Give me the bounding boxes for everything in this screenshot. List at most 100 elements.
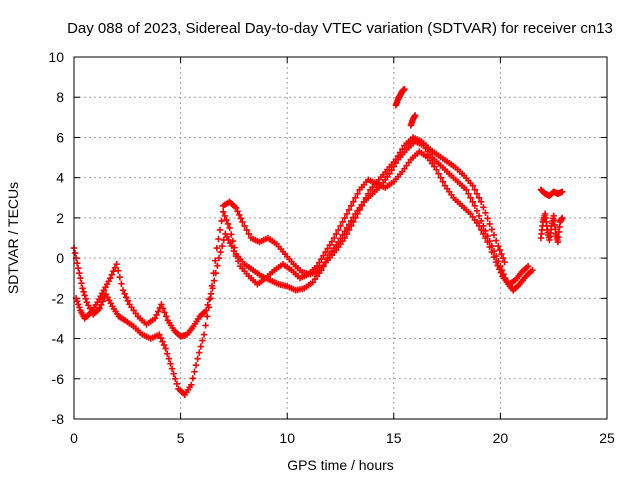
data-point (496, 265, 503, 273)
data-point (204, 313, 211, 320)
data-point (524, 262, 532, 270)
data-point (228, 242, 235, 250)
data-point (167, 360, 174, 367)
data-point (352, 194, 359, 201)
data-point (465, 190, 472, 197)
data-point (189, 375, 197, 382)
data-point (151, 315, 159, 322)
data-point (337, 222, 344, 230)
data-point (347, 202, 355, 210)
data-point (499, 254, 507, 262)
data-point (202, 307, 210, 314)
y-tick-label: -6 (52, 371, 65, 387)
data-point (480, 230, 487, 238)
data-point (202, 322, 209, 329)
data-point (170, 370, 177, 377)
data-point (210, 277, 218, 284)
data-point (221, 212, 229, 220)
data-point (482, 234, 489, 242)
data-point (75, 301, 82, 308)
data-point (223, 216, 230, 224)
data-point (320, 252, 327, 259)
data-point (115, 267, 122, 274)
data-point (467, 194, 474, 201)
data-point (475, 222, 483, 230)
data-point (73, 259, 81, 267)
data-point (401, 85, 408, 93)
data-point (473, 190, 481, 197)
data-point (356, 206, 363, 214)
data-point (347, 222, 355, 230)
data-point (497, 269, 505, 276)
data-point (73, 298, 81, 305)
data-point (156, 331, 163, 338)
data-point (324, 245, 331, 252)
x-tick-label: 20 (493, 430, 509, 446)
data-point (463, 186, 470, 193)
data-point (501, 258, 508, 266)
data-point (494, 262, 501, 269)
data-point (212, 269, 219, 277)
data-point (495, 242, 502, 250)
x-tick-label: 25 (599, 430, 615, 446)
data-point (350, 218, 357, 226)
data-point (192, 362, 200, 369)
data-point (529, 266, 536, 274)
data-point (200, 331, 208, 338)
data-point (165, 355, 173, 362)
data-point (318, 255, 325, 263)
data-point (365, 190, 372, 197)
data-point (124, 297, 132, 305)
x-tick-label: 15 (386, 430, 402, 446)
data-point (490, 231, 498, 239)
data-point (239, 218, 246, 226)
data-point (486, 243, 493, 251)
data-point (484, 238, 491, 246)
data-point (157, 334, 165, 342)
data-point (230, 247, 238, 255)
data-point (234, 257, 242, 265)
data-point (354, 210, 361, 218)
y-axis-label: SDTVAR / TECUs (5, 182, 21, 294)
data-point (484, 215, 491, 222)
data-point (490, 253, 498, 261)
data-point (471, 186, 479, 193)
data-point (228, 231, 235, 238)
data-point (173, 380, 181, 388)
data-point (159, 305, 167, 312)
data-point (209, 285, 216, 292)
data-point (116, 274, 124, 281)
data-point (107, 275, 114, 282)
data-point (352, 214, 359, 222)
data-point (345, 206, 353, 214)
data-point (123, 294, 130, 301)
data-point (243, 226, 250, 234)
data-point (394, 152, 402, 160)
data-point (108, 271, 116, 278)
data-point (439, 178, 447, 185)
data-point (345, 226, 353, 234)
data-point (82, 295, 89, 303)
data-point (437, 174, 444, 181)
x-tick-label: 5 (177, 430, 185, 446)
data-point (206, 296, 213, 303)
series-track-g (537, 210, 566, 246)
data-point (77, 275, 84, 282)
data-point (559, 214, 566, 222)
series-track-d (392, 85, 408, 109)
y-tick-label: 6 (56, 129, 64, 145)
data-point (245, 230, 253, 238)
data-point (488, 226, 496, 233)
grid-lines (74, 57, 607, 419)
y-tick-label: 2 (56, 210, 64, 226)
data-point (161, 309, 168, 316)
data-point (207, 290, 215, 298)
data-point (326, 241, 334, 249)
data-point (215, 235, 222, 243)
y-tick-label: 0 (56, 250, 64, 266)
data-point (498, 250, 505, 258)
data-point (335, 226, 342, 234)
data-point (164, 350, 171, 357)
data-point (158, 301, 165, 308)
data-points (70, 85, 566, 399)
